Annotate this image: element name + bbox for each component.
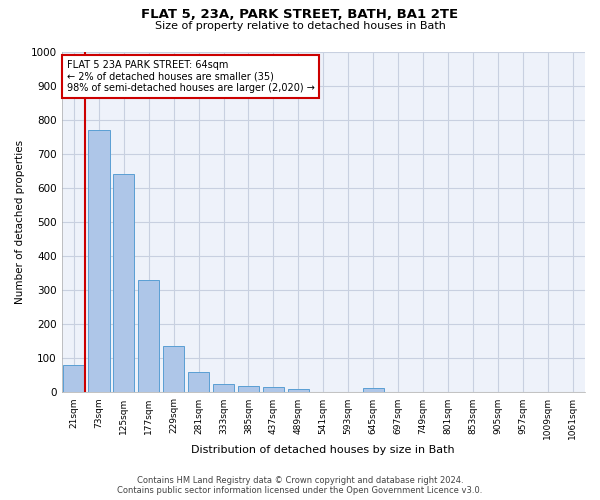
Bar [88,130,110,392]
Bar [138,280,160,392]
Text: FLAT 5, 23A, PARK STREET, BATH, BA1 2TE: FLAT 5, 23A, PARK STREET, BATH, BA1 2TE [142,8,458,20]
Y-axis label: Number of detached properties: Number of detached properties [15,140,25,304]
Bar [188,372,209,392]
Bar [163,346,184,393]
Bar [64,365,85,392]
Bar [288,389,309,392]
Text: Size of property relative to detached houses in Bath: Size of property relative to detached ho… [155,21,445,31]
Bar [263,388,284,392]
Text: Contains HM Land Registry data © Crown copyright and database right 2024.
Contai: Contains HM Land Registry data © Crown c… [118,476,482,495]
Text: FLAT 5 23A PARK STREET: 64sqm
← 2% of detached houses are smaller (35)
98% of se: FLAT 5 23A PARK STREET: 64sqm ← 2% of de… [67,60,314,93]
Bar [238,386,259,392]
Bar [113,174,134,392]
Bar [362,388,384,392]
Bar [213,384,234,392]
X-axis label: Distribution of detached houses by size in Bath: Distribution of detached houses by size … [191,445,455,455]
